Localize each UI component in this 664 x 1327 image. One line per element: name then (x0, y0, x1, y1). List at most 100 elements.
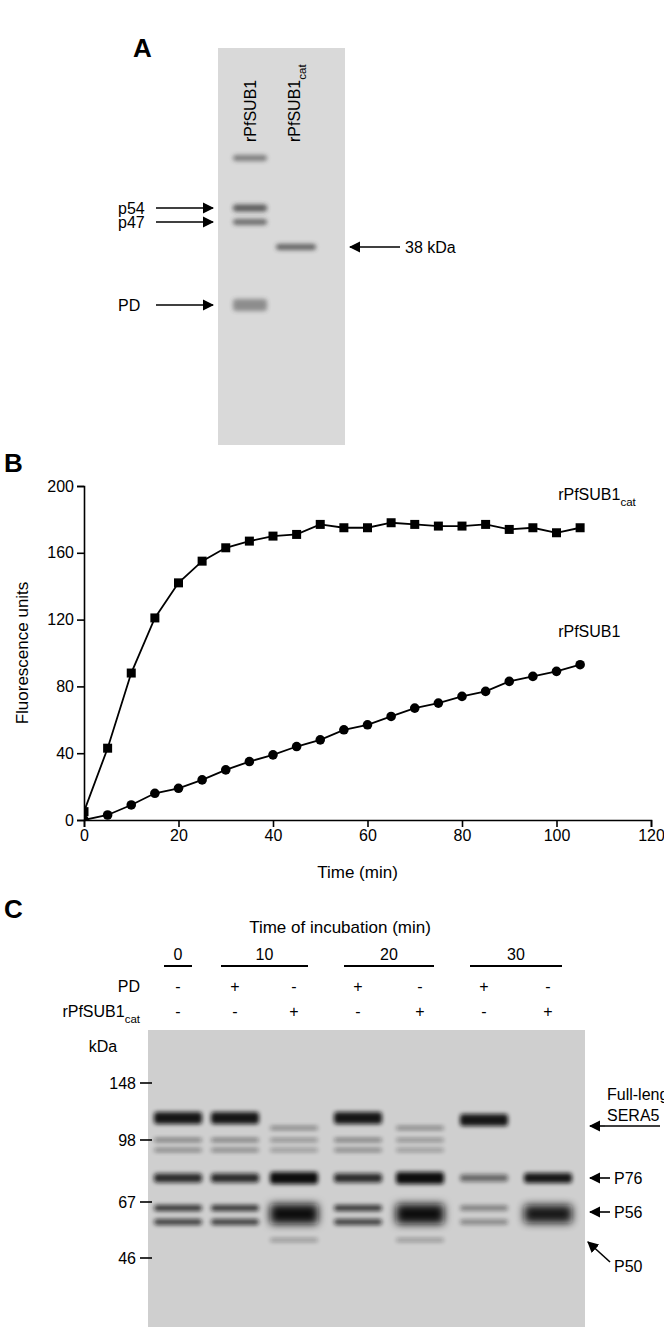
lane-label: rPfSUB1cat (286, 64, 308, 142)
gel-band (154, 1138, 202, 1142)
tick-label: 100 (544, 827, 571, 844)
arrow (590, 1177, 610, 1179)
sign: + (415, 1003, 424, 1020)
data-point (316, 520, 325, 529)
gel-band (270, 1238, 318, 1242)
series-line (84, 665, 580, 820)
sign: + (289, 1003, 298, 1020)
sign: - (417, 978, 422, 995)
data-point (387, 518, 396, 527)
data-point (245, 757, 255, 767)
data-point (505, 525, 514, 534)
gel-background (148, 1030, 585, 1327)
tick-label: 200 (47, 478, 74, 495)
gel-band (460, 1175, 508, 1182)
panel-letter: C (4, 894, 23, 924)
gel-band (396, 1238, 444, 1242)
data-point (481, 687, 491, 697)
time-label: 0 (174, 946, 183, 963)
marker-axis-title: kDa (89, 1038, 118, 1055)
marker-tick (140, 1139, 152, 1141)
gel-band (524, 1205, 572, 1223)
tick: 20 (170, 820, 188, 844)
data-point (150, 613, 159, 622)
figure: ArPfSUB1rPfSUB1catp54p47PD38 kDaB0204060… (0, 0, 664, 1327)
time-label: 10 (256, 946, 274, 963)
lane-label-group: rPfSUB1cat (286, 64, 308, 142)
time-bracket (470, 965, 562, 967)
gel-band (396, 1148, 444, 1152)
data-point (315, 735, 325, 745)
tick-mark (77, 686, 84, 688)
tick: 200 (47, 478, 84, 495)
tick-mark (77, 619, 84, 621)
data-point (552, 528, 561, 537)
marker-label: 148 (109, 1075, 136, 1092)
gel-background (218, 48, 345, 445)
tick-mark (77, 820, 84, 822)
gel-band (334, 1205, 382, 1211)
marker-tick (140, 1082, 152, 1084)
tick-mark (651, 820, 653, 827)
gel-band (334, 1112, 382, 1124)
data-point (363, 720, 373, 730)
band-label: P50 (614, 1258, 643, 1275)
data-point (269, 532, 278, 541)
sign: - (291, 978, 296, 995)
sign: - (355, 1003, 360, 1020)
data-point (481, 520, 490, 529)
sign: - (175, 1003, 180, 1020)
gel-band (460, 1206, 508, 1211)
data-point (292, 742, 302, 752)
band-label: PD (118, 297, 140, 314)
tick-mark (367, 820, 369, 827)
gel-band (396, 1204, 444, 1224)
data-point (410, 520, 419, 529)
data-point (528, 523, 537, 532)
data-point (221, 765, 231, 775)
tick-mark (462, 820, 464, 827)
gel-band (334, 1138, 382, 1142)
tick-mark (178, 820, 180, 827)
gel-band (233, 205, 267, 212)
tick-label: 0 (80, 827, 89, 844)
data-point (103, 744, 112, 753)
tick: 100 (544, 820, 571, 844)
gel-band (270, 1172, 318, 1184)
row-label: rPfSUB1cat (62, 1003, 140, 1025)
tick-label: 40 (265, 827, 283, 844)
data-point (552, 667, 562, 677)
panel-title: Time of incubation (min) (249, 918, 431, 937)
tick-label: 120 (638, 827, 664, 844)
y-axis: 04080120160200 (47, 478, 84, 829)
axis-line (77, 487, 85, 821)
tick: 120 (638, 820, 664, 844)
gel-band (334, 1219, 382, 1225)
y-axis-title: Fluorescence units (13, 582, 32, 725)
data-point (84, 807, 89, 816)
gel-band (276, 244, 316, 250)
data-point (457, 692, 467, 702)
gel-band (211, 1219, 259, 1225)
gel-band (396, 1126, 444, 1130)
data-point (150, 788, 160, 798)
data-point (576, 523, 585, 532)
data-point (434, 522, 443, 531)
band-label: P56 (614, 1204, 643, 1221)
gel-band (154, 1205, 202, 1211)
band-label: P76 (614, 1170, 643, 1187)
data-point (292, 530, 301, 539)
arrow (156, 221, 213, 223)
panel-letter: B (4, 448, 23, 478)
gel-band (396, 1172, 444, 1184)
data-point (221, 543, 230, 552)
row-label: PD (118, 978, 140, 995)
tick: 40 (56, 745, 84, 762)
data-point (126, 800, 136, 810)
time-bracket (164, 965, 192, 967)
tick-label: 20 (170, 827, 188, 844)
tick-label: 80 (454, 827, 472, 844)
arrow (350, 246, 400, 248)
data-point (528, 672, 538, 682)
time-label: 20 (380, 946, 398, 963)
